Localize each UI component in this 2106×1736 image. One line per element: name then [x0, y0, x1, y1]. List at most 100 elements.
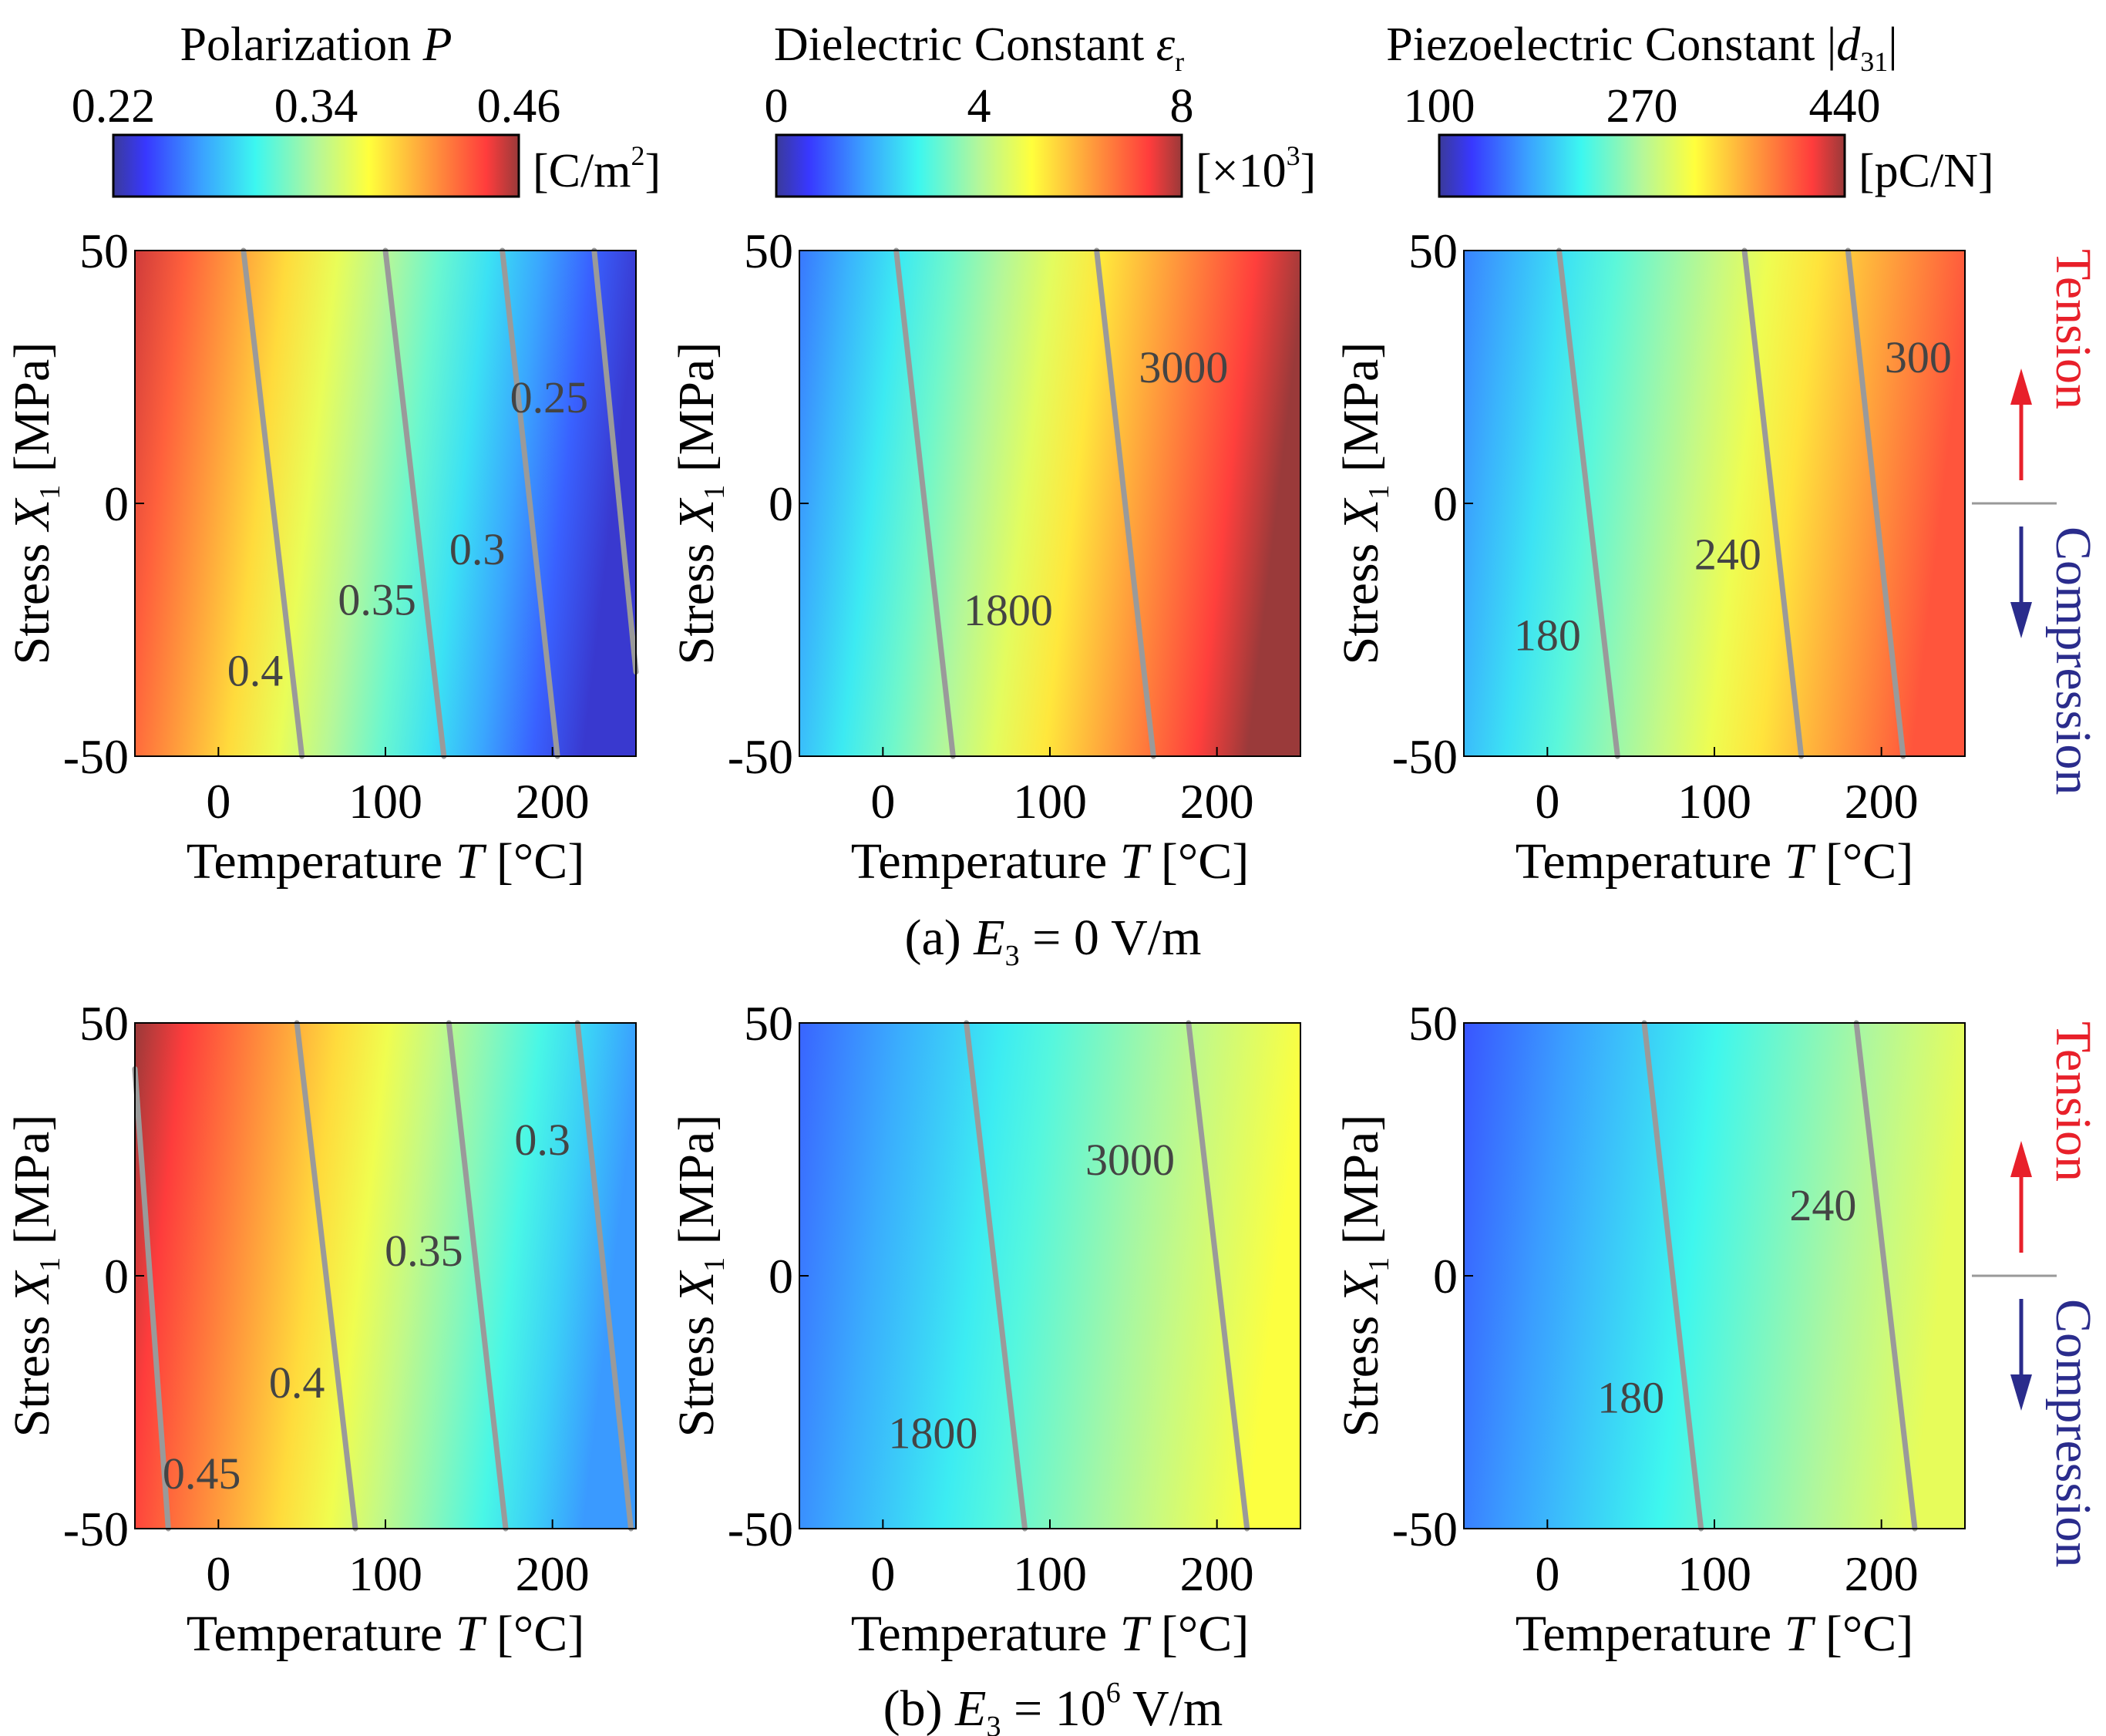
- x-tick-label: 200: [1180, 774, 1254, 829]
- caption-b: (b) E3 = 106 V/m: [883, 1677, 1223, 1736]
- contour-line-0.4: [294, 1020, 358, 1532]
- colorbar-tick-label: 8: [1170, 80, 1194, 133]
- contour-label: 1800: [964, 585, 1053, 635]
- contour-line-0.45: [132, 1066, 171, 1532]
- panel-b-eps_r: 1800 3000 0 100 200 50 0 -50 Temperature T [°C] S…: [668, 996, 1301, 1662]
- compression-label: Compression: [2045, 527, 2101, 795]
- stress-indicator-a: Tension Compression: [1972, 249, 2101, 795]
- y-tick-label: 50: [744, 996, 793, 1051]
- colorbar-title: Piezoelectric Constant |d31|: [1386, 19, 1897, 77]
- contour-label: 3000: [1139, 342, 1228, 392]
- contour-label: 3000: [1085, 1135, 1175, 1185]
- contour-line-1800: [893, 247, 956, 759]
- caption-a: (a) E3 = 0 V/m: [905, 910, 1202, 972]
- y-tick-label: 50: [744, 224, 793, 278]
- colorbar-2: Dielectric Constant εr0 4 8[×103]: [765, 19, 1316, 198]
- y-tick-label: 50: [79, 996, 129, 1051]
- contour-label: 0.4: [269, 1358, 325, 1408]
- x-tick-label: 0: [870, 774, 895, 829]
- y-axis-label: Stress X1 [MPa]: [4, 1115, 66, 1438]
- panel-a-P: 0.4 0.35 0.3 0.25 0 100 200 50 0 -50 Temperature T…: [4, 224, 639, 890]
- y-tick-label: -50: [1392, 1502, 1458, 1556]
- x-tick-label: 200: [1845, 774, 1919, 829]
- x-axis-label: Temperature T [°C]: [851, 833, 1250, 890]
- colorbar-row: Polarization P 0.22 0.34 0.46 [C/m2] Dielectr…: [72, 19, 1994, 198]
- contour-line-1800: [964, 1020, 1028, 1532]
- colorbar-unit: [C/m2]: [533, 140, 661, 197]
- captions: (a) E3 = 0 V/m (b) E3 = 106 V/m: [883, 910, 1223, 1736]
- y-axis-label: Stress X1 [MPa]: [4, 342, 66, 665]
- y-axis-label: Stress X1 [MPa]: [1333, 1115, 1395, 1438]
- contour-label: 0.4: [227, 645, 284, 695]
- x-tick-label: 200: [516, 774, 590, 829]
- x-tick-label: 0: [206, 1546, 230, 1601]
- contour-label: 180: [1597, 1372, 1664, 1422]
- x-axis-label: Temperature T [°C]: [1516, 1606, 1914, 1662]
- contour-label: 180: [1514, 611, 1581, 661]
- x-axis-label: Temperature T [°C]: [187, 833, 585, 890]
- heatmap-field: [135, 1023, 636, 1529]
- contour-label: 0.35: [385, 1226, 463, 1276]
- y-tick-label: 50: [79, 224, 129, 278]
- contour-panels: 0.4 0.35 0.3 0.25 0 100 200 50 0 -50 Temperature T…: [4, 224, 1966, 1662]
- x-axis-label: Temperature T [°C]: [1516, 833, 1914, 890]
- y-tick-label: 50: [1408, 224, 1458, 278]
- x-tick-label: 100: [1013, 774, 1087, 829]
- colorbar-1: Polarization P 0.22 0.34 0.46 [C/m2]: [72, 19, 661, 198]
- x-tick-label: 100: [348, 774, 422, 829]
- tension-label: Tension: [2045, 1021, 2101, 1182]
- colorbar-gradient: [1438, 133, 1846, 198]
- x-tick-label: 200: [1180, 1546, 1254, 1601]
- contour-label: 0.3: [449, 524, 506, 574]
- x-tick-label: 200: [516, 1546, 590, 1601]
- panel-b-d31: 180 240 0 100 200 50 0 -50 Temperature T [°C] Str…: [1333, 996, 1966, 1662]
- x-tick-label: 0: [1535, 1546, 1559, 1601]
- contour-line-0.35: [446, 1020, 509, 1532]
- contour-label: 240: [1694, 530, 1761, 580]
- compression-label: Compression: [2045, 1299, 2101, 1567]
- colorbar-unit: [pC/N]: [1859, 145, 1994, 197]
- y-axis-label: Stress X1 [MPa]: [668, 342, 731, 665]
- colorbar-tick-label: 100: [1404, 80, 1475, 133]
- y-tick-label: 0: [1433, 1249, 1458, 1304]
- y-tick-label: -50: [1392, 729, 1458, 784]
- x-axis-label: Temperature T [°C]: [851, 1606, 1250, 1662]
- x-tick-label: 100: [1013, 1546, 1087, 1601]
- compression-arrowhead: [2010, 602, 2032, 638]
- colorbar-gradient: [775, 133, 1183, 198]
- contour-line-0.3: [574, 1020, 634, 1532]
- contour-line-0.4: [241, 247, 305, 759]
- contour-label: 0.45: [163, 1448, 241, 1499]
- contour-line-240: [1853, 1020, 1918, 1532]
- x-tick-label: 100: [348, 1546, 422, 1601]
- colorbar-tick-label: 270: [1606, 80, 1678, 133]
- tension-arrowhead: [2010, 1141, 2032, 1177]
- contour-line-3000: [1094, 247, 1156, 759]
- y-tick-label: 50: [1408, 996, 1458, 1051]
- y-axis-label: Stress X1 [MPa]: [668, 1115, 731, 1438]
- compression-arrowhead: [2010, 1374, 2032, 1411]
- x-tick-label: 0: [206, 774, 230, 829]
- colorbar-3: Piezoelectric Constant |d31|100 270 440 [pC…: [1386, 19, 1994, 198]
- y-tick-label: 0: [769, 476, 793, 531]
- contour-line-300: [1845, 247, 1906, 759]
- stress-indicator-b: Tension Compression: [1972, 1021, 2101, 1567]
- panel-a-eps_r: 1800 3000 0 100 200 50 0 -50 Temperature T [°C] S…: [668, 224, 1301, 890]
- x-tick-label: 100: [1677, 774, 1751, 829]
- x-tick-label: 200: [1845, 1546, 1919, 1601]
- heatmap-field: [799, 1023, 1300, 1529]
- y-axis-label: Stress X1 [MPa]: [1333, 342, 1395, 665]
- colorbar-gradient: [112, 133, 520, 198]
- heatmap-field: [1464, 1023, 1965, 1529]
- panel-a-d31: 180 240 300 0 100 200 50 0 -50 Temperature T [°C]…: [1333, 224, 1966, 890]
- panel-b-P: 0.45 0.4 0.35 0.3 0 100 200 50 0 -50 Temperature T…: [4, 996, 637, 1662]
- tension-label: Tension: [2045, 249, 2101, 409]
- contour-line-3000: [1186, 1020, 1250, 1532]
- contour-line-0.35: [382, 247, 447, 759]
- colorbar-title: Polarization P: [180, 19, 452, 71]
- contour-label: 240: [1789, 1180, 1856, 1230]
- y-tick-label: -50: [63, 1502, 129, 1556]
- colorbar-tick-label: 440: [1809, 80, 1881, 133]
- colorbar-tick-label: 4: [967, 80, 991, 133]
